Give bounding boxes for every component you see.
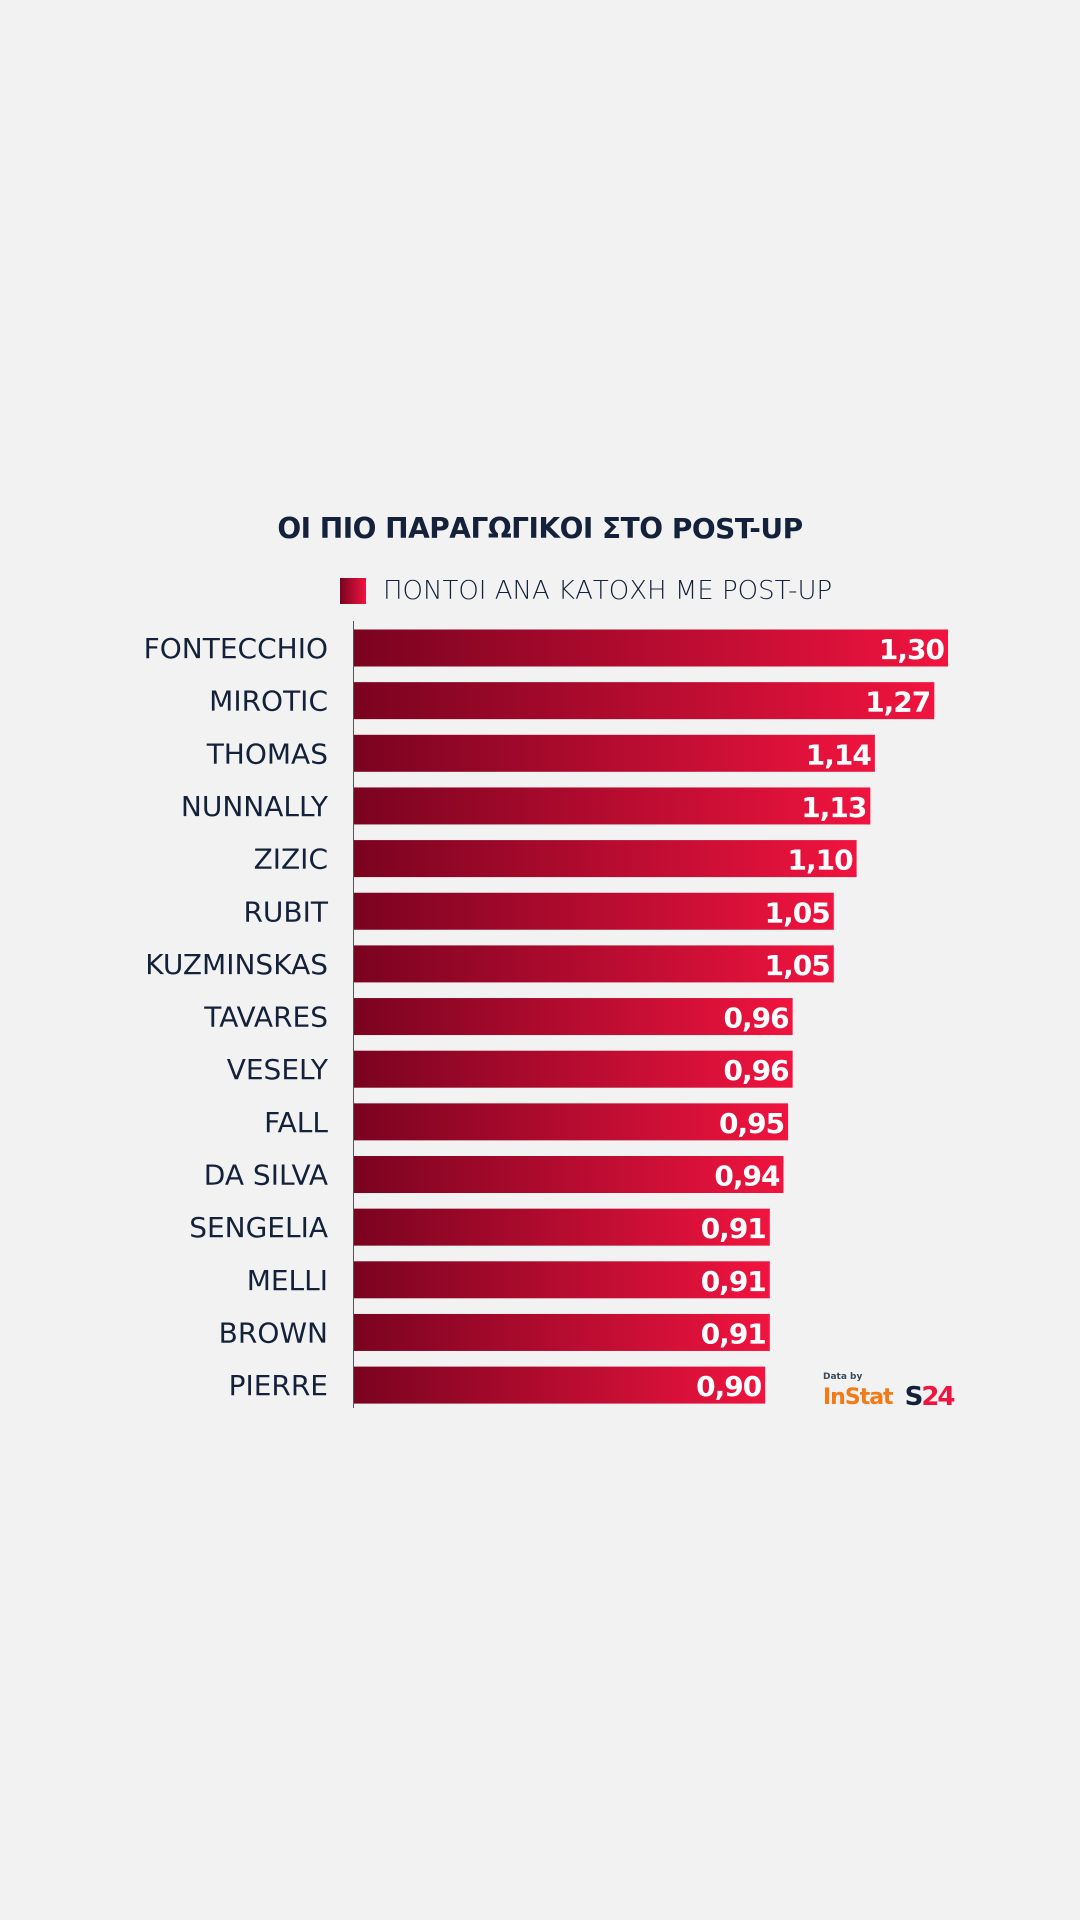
bar <box>354 682 935 720</box>
bar <box>354 892 834 930</box>
category-label: MELLI <box>247 1264 328 1297</box>
bar <box>354 1156 784 1193</box>
bar <box>354 1050 793 1088</box>
category-label: PIERRE <box>229 1369 328 1402</box>
bar <box>354 1313 770 1351</box>
value-label: 0,91 <box>701 1317 766 1350</box>
value-label: 1,13 <box>801 791 866 824</box>
value-label: 0,91 <box>701 1265 766 1298</box>
bar <box>354 629 948 667</box>
category-label: ZIZIC <box>254 843 328 876</box>
source-logo: Data by InStat S24 <box>823 1372 956 1412</box>
data-by-label: Data by <box>823 1372 863 1382</box>
category-label: DA SILVA <box>204 1159 328 1192</box>
s24-logo: S24 <box>904 1382 956 1412</box>
legend-label: ΠΟΝΤΟΙ ΑΝΑ ΚΑΤΟΧΗ ΜΕ POST-UP <box>383 576 833 606</box>
value-label: 1,05 <box>765 949 830 982</box>
value-label: 0,91 <box>701 1212 766 1245</box>
bar <box>354 1208 770 1246</box>
category-label: THOMAS <box>206 737 328 770</box>
category-label: FALL <box>264 1106 328 1139</box>
value-label: 0,94 <box>714 1160 780 1193</box>
bar <box>354 1261 770 1299</box>
category-label: SENGELIA <box>189 1211 328 1244</box>
value-label: 1,30 <box>879 633 945 666</box>
bar <box>354 1366 766 1404</box>
value-label: 1,27 <box>865 686 930 719</box>
value-label: 0,95 <box>719 1107 784 1140</box>
value-label: 0,96 <box>724 1002 789 1035</box>
category-label: VESELY <box>227 1053 329 1086</box>
category-label: MIROTIC <box>209 685 328 718</box>
category-label: NUNNALLY <box>181 790 329 823</box>
bar <box>354 734 875 772</box>
legend: ΠΟΝΤΟΙ ΑΝΑ ΚΑΤΟΧΗ ΜΕ POST-UP <box>340 576 832 606</box>
bar <box>354 787 871 825</box>
category-label: FONTECCHIO <box>144 632 328 665</box>
bar <box>354 998 793 1036</box>
chart-title: ΟΙ ΠΙΟ ΠΑΡΑΓΩΓΙΚΟΙ ΣΤΟ POST-UP <box>277 512 803 545</box>
value-label: 1,05 <box>765 896 830 929</box>
category-label: KUZMINSKAS <box>145 948 328 981</box>
category-label: RUBIT <box>243 895 328 928</box>
category-label: BROWN <box>219 1316 328 1349</box>
instat-logo: InStat <box>823 1384 894 1410</box>
bar <box>354 945 834 983</box>
value-label: 1,14 <box>806 738 872 771</box>
bar <box>354 1103 789 1141</box>
legend-swatch <box>340 578 366 604</box>
value-label: 1,10 <box>788 844 854 877</box>
category-label: TAVARES <box>203 1001 328 1034</box>
bar <box>354 840 857 878</box>
value-label: 0,96 <box>724 1054 789 1087</box>
value-label: 0,90 <box>696 1370 762 1403</box>
